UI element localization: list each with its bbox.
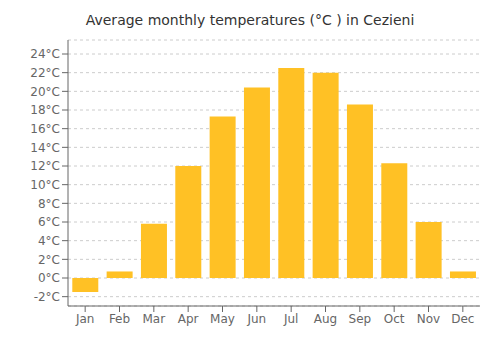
svg-text:Sep: Sep — [349, 312, 372, 326]
svg-text:May: May — [210, 312, 235, 326]
svg-text:Mar: Mar — [143, 312, 166, 326]
svg-text:Jan: Jan — [75, 312, 95, 326]
svg-text:24°C: 24°C — [30, 47, 60, 61]
svg-text:Feb: Feb — [109, 312, 130, 326]
svg-text:2°C: 2°C — [38, 253, 60, 267]
svg-text:Jul: Jul — [283, 312, 298, 326]
svg-text:Oct: Oct — [384, 312, 405, 326]
svg-text:16°C: 16°C — [30, 122, 60, 136]
svg-text:-2°C: -2°C — [34, 290, 60, 304]
html-text:Average monthly temperatures (: Average monthly temperatures (°C ) in Ce… — [85, 12, 415, 28]
svg-text:4°C: 4°C — [38, 234, 60, 248]
svg-text:18°C: 18°C — [30, 103, 60, 117]
svg-text:Apr: Apr — [178, 312, 199, 326]
svg-text:12°C: 12°C — [30, 159, 60, 173]
svg-text:6°C: 6°C — [38, 215, 60, 229]
svg-text:8°C: 8°C — [38, 197, 60, 211]
svg-text:Dec: Dec — [451, 312, 474, 326]
svg-text:Jun: Jun — [246, 312, 266, 326]
svg-text:20°C: 20°C — [30, 85, 60, 99]
svg-text:Nov: Nov — [417, 312, 440, 326]
svg-text:22°C: 22°C — [30, 66, 60, 80]
svg-text:0°C: 0°C — [38, 271, 60, 285]
svg-text:10°C: 10°C — [30, 178, 60, 192]
svg-text:14°C: 14°C — [30, 141, 60, 155]
svg-text:Aug: Aug — [314, 312, 337, 326]
